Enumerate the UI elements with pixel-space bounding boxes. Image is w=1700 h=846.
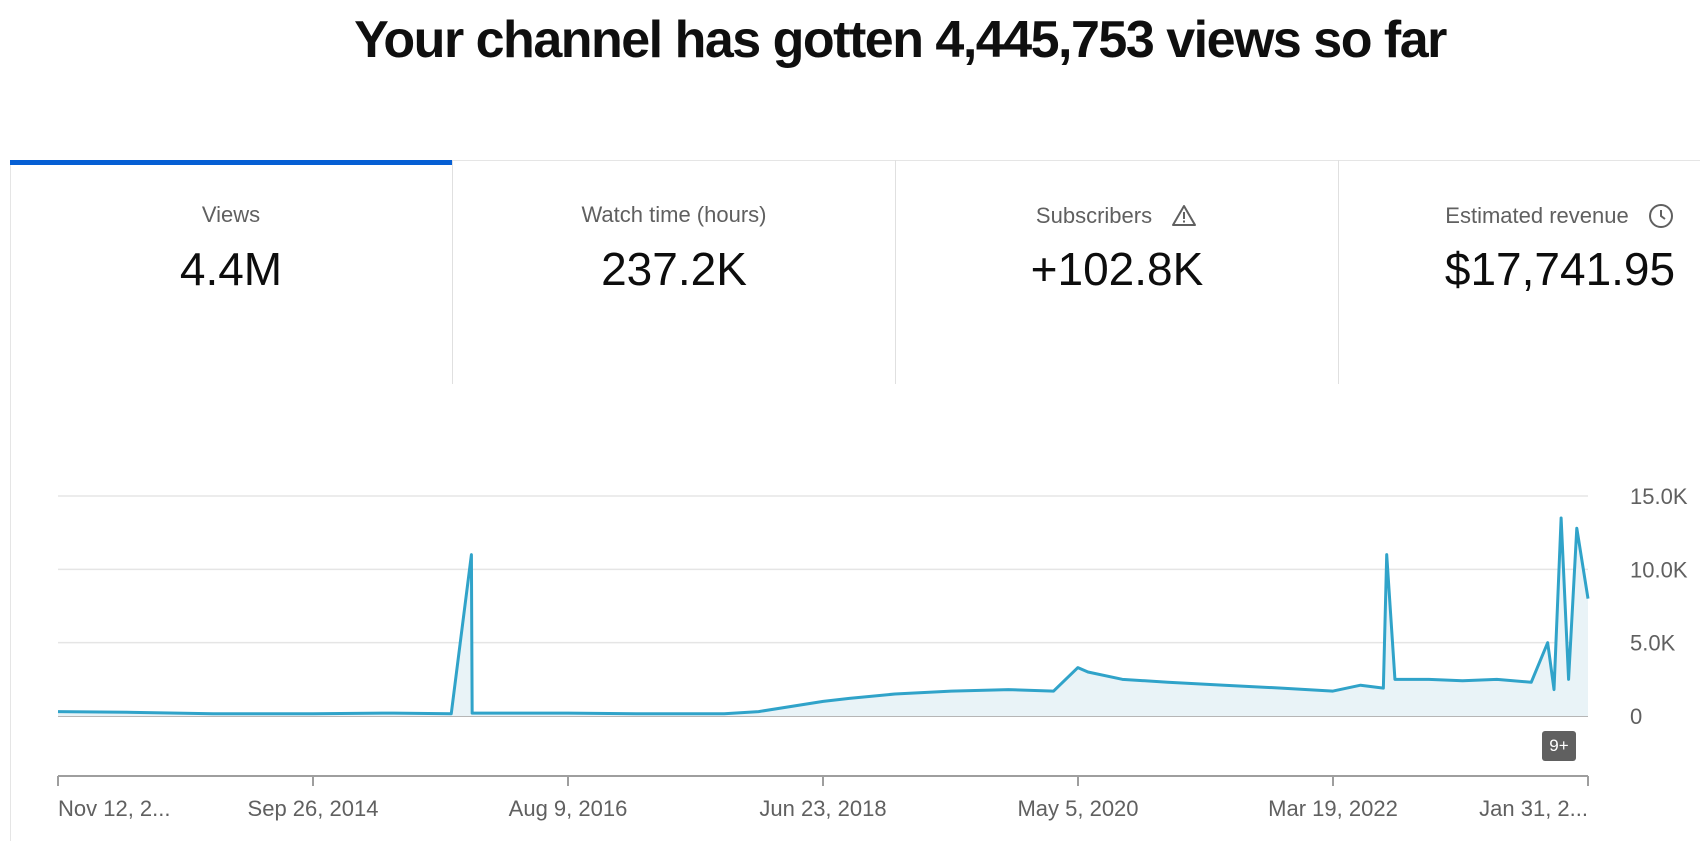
x-tick-label: Jan 31, 2... [1479, 796, 1588, 821]
tab-views[interactable]: Views 4.4M [10, 160, 452, 384]
views-area [58, 518, 1588, 716]
x-tick-label: Nov 12, 2... [58, 796, 171, 821]
y-tick-label: 15.0K [1630, 484, 1688, 509]
analytics-card [10, 160, 1700, 841]
x-tick-label: Sep 26, 2014 [248, 796, 379, 821]
tab-subscribers-label: Subscribers [1035, 203, 1153, 228]
tab-revenue-label: Estimated revenue [1445, 203, 1629, 228]
warning-icon[interactable] [1170, 202, 1198, 230]
tab-watch-time-label-row: Watch time (hours) [453, 202, 895, 228]
tab-divider [895, 160, 896, 384]
tab-subscribers-label-row: Subscribers [896, 202, 1338, 230]
x-tick-label: Jun 23, 2018 [759, 796, 886, 821]
tab-views-label: Views [201, 202, 261, 227]
tab-watch-time-value: 237.2K [601, 243, 747, 295]
x-tick-label: Mar 19, 2022 [1268, 796, 1398, 821]
tab-subscribers-value: +102.8K [1030, 243, 1204, 295]
page-headline: Your channel has gotten 4,445,753 views … [354, 11, 1447, 69]
tab-divider [1338, 160, 1339, 384]
x-tick-label: May 5, 2020 [1017, 796, 1138, 821]
annotation-count-badge[interactable]: 9+ [1542, 731, 1576, 761]
tab-divider [452, 160, 453, 384]
tab-subscribers[interactable]: Subscribers +102.8K [896, 160, 1338, 384]
views-series-line [57, 516, 1590, 716]
y-tick-label: 0 [1630, 704, 1642, 729]
y-tick-label: 10.0K [1630, 557, 1688, 582]
tab-watch-time-label: Watch time (hours) [581, 202, 767, 227]
views-chart: 15.0K 10.0K 5.0K 0 Nov 12, 2... Sep 26, 2014 A… [57, 484, 1688, 821]
tab-watch-time[interactable]: Watch time (hours) 237.2K [453, 160, 895, 384]
tab-views-label-row: Views [10, 202, 452, 228]
x-tick-label: Aug 9, 2016 [509, 796, 628, 821]
clock-icon[interactable] [1647, 202, 1675, 230]
tab-estimated-revenue[interactable]: Estimated revenue $17,741.95 [1339, 160, 1700, 384]
tab-views-value: 4.4M [179, 243, 283, 295]
tab-revenue-label-row: Estimated revenue [1339, 202, 1700, 230]
y-tick-label: 5.0K [1630, 631, 1676, 656]
tab-revenue-value: $17,741.95 [1444, 243, 1676, 295]
